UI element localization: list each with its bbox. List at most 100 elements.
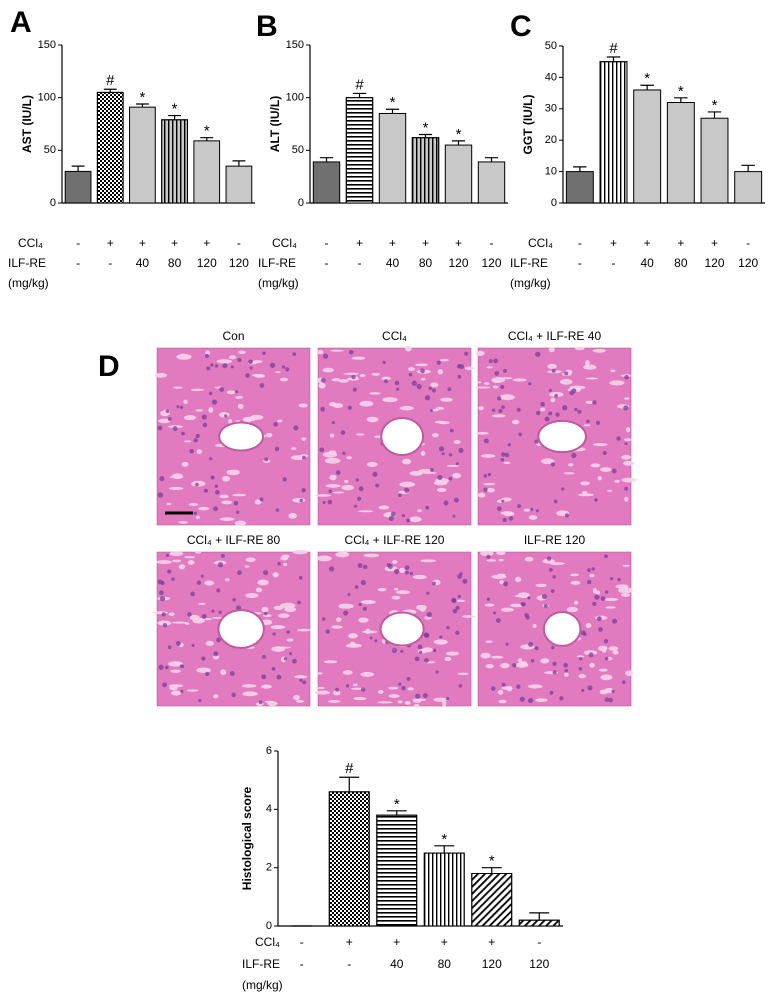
sinusoid (583, 364, 597, 370)
sinusoid (483, 382, 490, 385)
sinusoid (235, 395, 244, 399)
nucleus (449, 428, 454, 433)
sinusoid (338, 379, 349, 383)
sinusoid (547, 363, 557, 369)
histology-image (315, 345, 475, 526)
nucleus (191, 643, 195, 647)
error-bar (135, 103, 149, 108)
nucleus (211, 609, 215, 613)
nucleus (236, 605, 241, 611)
nucleus (409, 571, 414, 576)
nucleus (452, 598, 457, 604)
nucleus (232, 597, 236, 602)
sinusoid (486, 559, 497, 562)
nucleus (604, 554, 608, 559)
sinusoid (600, 674, 613, 681)
bar (193, 140, 221, 204)
nucleus (549, 690, 554, 695)
nucleus (293, 425, 299, 431)
treatment-value: 120 (529, 957, 549, 971)
sinusoid (274, 371, 281, 374)
treatment-value: + (356, 236, 363, 250)
sinusoid (398, 567, 406, 573)
nucleus (464, 351, 469, 356)
sinusoid (189, 614, 200, 621)
sinusoid (496, 550, 506, 556)
nucleus (401, 513, 406, 518)
sinusoid (298, 403, 308, 408)
sinusoid (382, 397, 398, 403)
bar-pattern (376, 814, 418, 927)
nucleus (189, 448, 194, 454)
nucleus (452, 514, 456, 518)
significance-mark: * (712, 97, 718, 114)
sinusoid (352, 683, 358, 687)
nucleus (498, 408, 503, 413)
nucleus (483, 473, 488, 478)
sinusoid (485, 664, 494, 669)
nucleus (594, 594, 600, 600)
nucleus (398, 493, 402, 498)
sinusoid (452, 472, 462, 479)
treatment-value: - (76, 236, 80, 250)
sinusoid (178, 564, 186, 570)
sinusoid (589, 573, 595, 578)
sinusoid (397, 700, 403, 704)
bar (700, 117, 729, 204)
nucleus (382, 360, 386, 365)
sinusoid (404, 700, 411, 705)
sinusoid (178, 520, 188, 524)
sinusoid (440, 397, 453, 402)
sinusoid (407, 367, 416, 372)
sinusoid (625, 670, 634, 677)
nucleus (261, 674, 267, 680)
nucleus (551, 368, 556, 373)
sinusoid (219, 494, 229, 499)
nucleus (554, 393, 558, 398)
treatment-value: - (108, 256, 112, 270)
sinusoid (360, 599, 376, 605)
nucleus (527, 596, 531, 600)
sinusoid (327, 700, 341, 703)
sinusoid (431, 433, 439, 438)
sinusoid (615, 584, 629, 589)
sinusoid (549, 562, 566, 565)
sinusoid (257, 579, 269, 586)
sinusoid (363, 553, 380, 558)
nucleus (458, 447, 464, 453)
nucleus (562, 405, 568, 411)
nucleus (283, 657, 288, 661)
image-title: Con (222, 329, 244, 343)
sinusoid (609, 380, 625, 386)
sinusoid (399, 406, 414, 411)
nucleus (275, 508, 280, 512)
treatment-value: + (711, 236, 718, 250)
sinusoid (324, 457, 341, 464)
nucleus (231, 692, 236, 698)
panel-label: A (10, 6, 32, 39)
sinusoid (377, 701, 393, 704)
nucleus (172, 426, 178, 431)
vessel (379, 611, 425, 647)
sinusoid (369, 392, 381, 395)
sinusoid (245, 593, 259, 598)
sinusoid (353, 697, 367, 701)
nucleus (416, 383, 422, 390)
treatment-label: ILF-RE (242, 957, 280, 971)
sinusoid (484, 603, 495, 607)
sinusoid (205, 640, 214, 646)
nucleus (322, 353, 329, 359)
nucleus (224, 414, 228, 418)
sinusoid (517, 592, 530, 599)
bar (312, 161, 341, 204)
nucleus (502, 517, 507, 523)
sinusoid (486, 366, 493, 369)
treatment-value: - (325, 256, 329, 270)
sinusoid (377, 689, 384, 694)
nucleus (355, 478, 359, 482)
nucleus (437, 474, 443, 481)
nucleus (525, 615, 530, 620)
nucleus (396, 387, 400, 391)
sinusoid (478, 406, 484, 411)
sinusoid (324, 660, 338, 664)
